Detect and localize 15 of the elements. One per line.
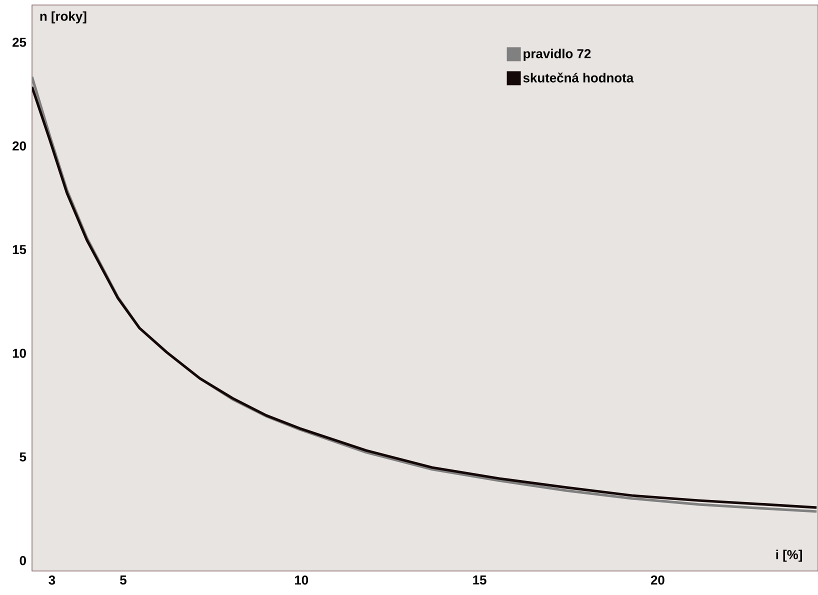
- x-tick-label: 20: [650, 576, 664, 585]
- y-tick-label: 15: [12, 245, 26, 254]
- x-axis-title: i [%]: [776, 550, 802, 562]
- x-tick-label: 3: [48, 576, 56, 585]
- y-tick-label: 20: [12, 141, 26, 151]
- x-tick-label: 10: [294, 576, 308, 585]
- y-tick-label: 0: [20, 556, 26, 566]
- x-tick-label: 5: [120, 576, 126, 585]
- y-tick-label: 25: [12, 38, 26, 47]
- y-axis-title: n [roky]: [40, 11, 86, 24]
- y-tick-label: 5: [20, 452, 26, 462]
- y-tick-label: 10: [12, 348, 26, 358]
- legend-label: skutečná hodnota: [523, 72, 634, 82]
- legend-label: pravidlo 72: [524, 48, 591, 61]
- x-tick-label: 15: [473, 576, 486, 585]
